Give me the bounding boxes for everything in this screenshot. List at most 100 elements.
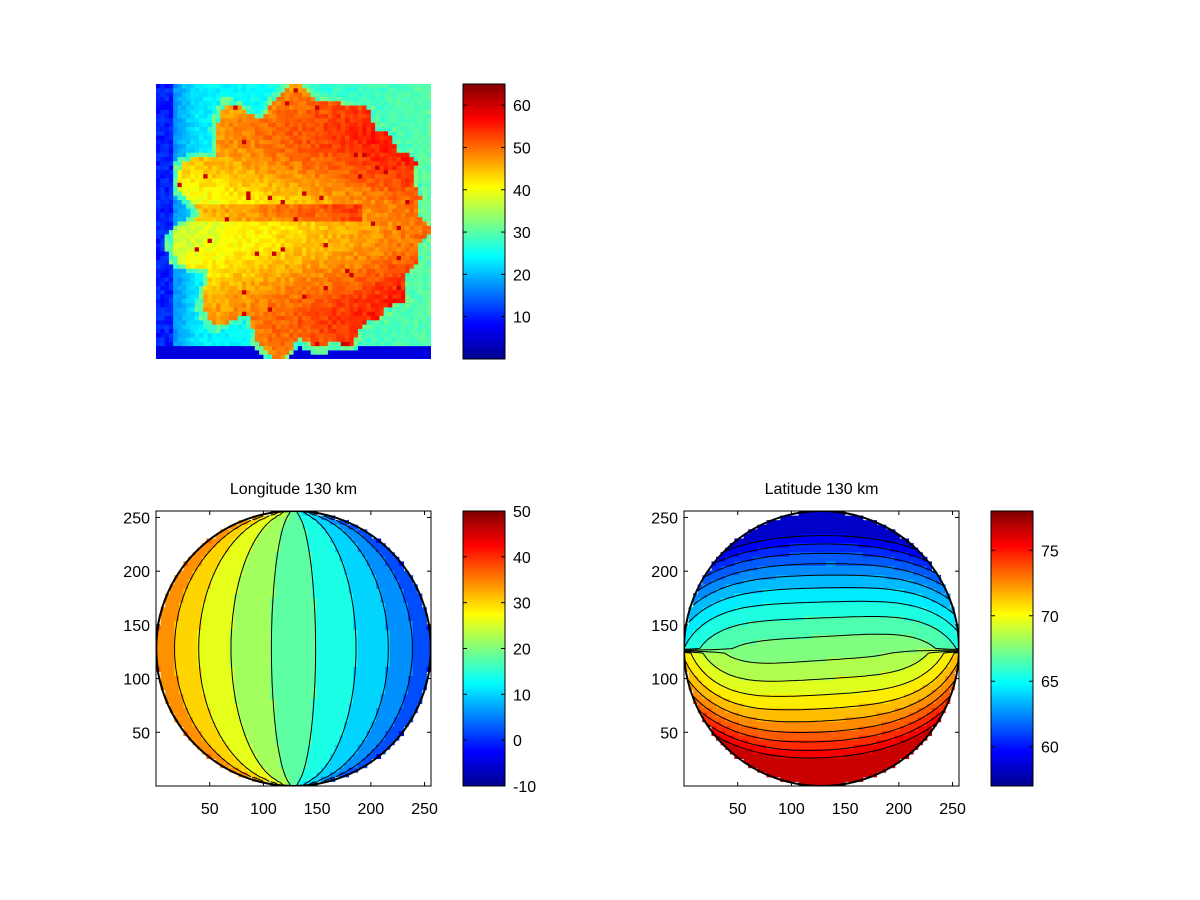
contour-cell [247, 552, 253, 558]
image-pixel [233, 118, 239, 124]
contour-cell [307, 511, 313, 517]
image-pixel [400, 161, 406, 167]
contour-cell [325, 561, 331, 567]
contour-cell [362, 584, 368, 590]
image-pixel [224, 131, 230, 137]
image-pixel [194, 126, 200, 132]
image-pixel [233, 122, 239, 128]
image-pixel [345, 105, 350, 111]
image-pixel [254, 320, 260, 326]
image-pixel [293, 285, 299, 291]
image-pixel [160, 354, 166, 359]
image-pixel [198, 148, 204, 154]
image-pixel [319, 105, 325, 111]
image-pixel [233, 208, 239, 214]
image-pixel [353, 230, 359, 235]
image-pixel [349, 152, 355, 158]
image-pixel [418, 341, 423, 347]
image-pixel [375, 324, 380, 330]
image-pixel [323, 204, 329, 210]
contour-cell [357, 529, 363, 535]
image-pixel [280, 264, 286, 270]
image-pixel [207, 212, 213, 218]
image-pixel [366, 242, 372, 248]
contour-cell [270, 570, 276, 576]
image-pixel [353, 157, 359, 162]
image-pixel [263, 191, 269, 197]
contour-cell [215, 579, 221, 585]
image-pixel [357, 238, 363, 244]
image-pixel [327, 96, 333, 102]
image-pixel [405, 109, 411, 115]
image-pixel [400, 200, 406, 205]
image-pixel [160, 126, 166, 132]
image-pixel [229, 341, 234, 347]
image-pixel [237, 247, 243, 253]
image-pixel [241, 195, 247, 201]
image-pixel [259, 114, 264, 119]
image-pixel [323, 96, 329, 102]
image-pixel [293, 195, 299, 201]
image-pixel [190, 268, 196, 274]
image-pixel [396, 260, 402, 265]
image-pixel [186, 225, 191, 231]
image-pixel [224, 217, 230, 222]
contour-cell [353, 579, 359, 585]
contour-cell [284, 520, 290, 526]
image-pixel [379, 148, 385, 154]
image-pixel [375, 311, 380, 317]
contour-cell [224, 579, 230, 585]
image-pixel [349, 187, 355, 192]
image-pixel [314, 208, 320, 214]
image-pixel [156, 277, 161, 283]
image-pixel [327, 316, 333, 321]
image-pixel [293, 152, 299, 158]
image-pixel [220, 247, 226, 253]
image-pixel [263, 109, 269, 115]
image-pixel [181, 114, 187, 119]
image-pixel [345, 217, 350, 222]
image-pixel [156, 230, 161, 235]
image-pixel [203, 230, 209, 235]
contour-cell [357, 598, 363, 604]
image-pixel [220, 165, 226, 171]
image-pixel [306, 152, 312, 158]
image-pixel [409, 221, 415, 227]
image-pixel [224, 96, 230, 102]
image-pixel [207, 238, 213, 244]
image-pixel [383, 191, 389, 197]
image-pixel [345, 118, 350, 124]
image-pixel [332, 311, 337, 317]
image-pixel [413, 268, 419, 274]
image-pixel [383, 298, 389, 304]
image-pixel [323, 131, 329, 137]
image-pixel [280, 320, 286, 326]
image-pixel [413, 174, 419, 180]
image-pixel [314, 234, 320, 240]
image-pixel [422, 131, 428, 137]
contour-cell [307, 570, 313, 576]
image-pixel [280, 118, 286, 124]
image-pixel [362, 161, 368, 167]
image-pixel [254, 324, 260, 330]
image-pixel [302, 350, 307, 356]
image-pixel [379, 234, 385, 240]
contour-cell [353, 575, 359, 581]
image-pixel [241, 277, 247, 283]
image-pixel [211, 294, 217, 300]
contour-cell [211, 561, 217, 567]
image-pixel [156, 225, 161, 231]
image-pixel [306, 191, 312, 197]
image-pixel [422, 122, 428, 128]
image-pixel [293, 101, 299, 106]
image-pixel [198, 260, 204, 265]
contour-cell [316, 524, 322, 530]
image-pixel [156, 298, 161, 304]
image-pixel [375, 230, 380, 235]
image-pixel [186, 234, 191, 240]
image-pixel [237, 126, 243, 132]
image-pixel [306, 311, 312, 317]
image-pixel [340, 346, 346, 351]
contour-cell [252, 584, 258, 590]
contour-cell [266, 579, 272, 585]
